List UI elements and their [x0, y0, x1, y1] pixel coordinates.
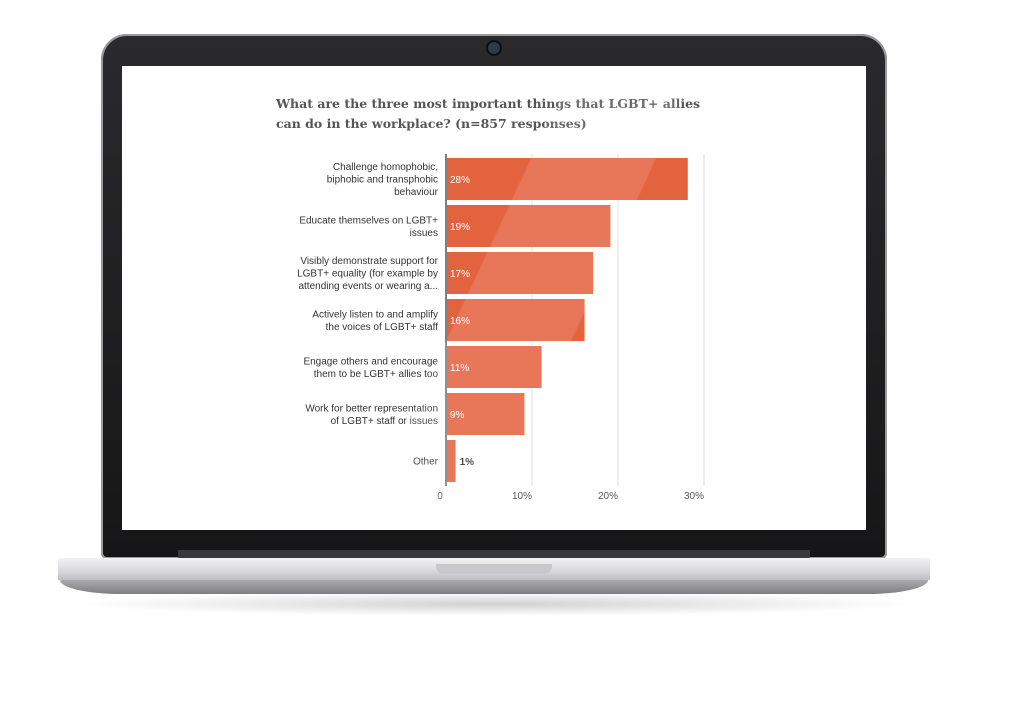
data-label: 28%: [450, 175, 470, 186]
category-label: behaviour: [394, 187, 439, 198]
category-label: Engage others and encourage: [303, 356, 438, 367]
data-label: 11%: [450, 363, 469, 374]
bar: [447, 252, 594, 294]
x-tick-label: 10%: [512, 491, 532, 502]
x-tick-label: 30%: [684, 491, 704, 502]
laptop-base-bottom: [60, 580, 928, 594]
category-label: of LGBT+ staff or issues: [331, 416, 438, 427]
bar: [447, 440, 456, 482]
bar: [447, 205, 611, 247]
category-label: Challenge homophobic,: [333, 162, 438, 173]
bar: [447, 299, 585, 341]
chart-title: What are the three most important things…: [276, 96, 701, 131]
category-label: Work for better representation: [305, 403, 438, 414]
webcam-icon: [488, 42, 500, 54]
laptop-keyboard-edge: [178, 550, 810, 560]
bar: [447, 393, 525, 435]
category-label: Other: [413, 457, 439, 468]
category-label: Educate themselves on LGBT+: [299, 215, 438, 226]
category-label: the voices of LGBT+ staff: [326, 322, 439, 333]
laptop-screen: What are the three most important things…: [122, 66, 866, 530]
data-label: 1%: [460, 457, 475, 468]
category-label: Visibly demonstrate support for: [300, 256, 438, 267]
category-label: Actively listen to and amplify: [312, 309, 438, 320]
data-label: 19%: [450, 222, 470, 233]
category-label: attending events or wearing a...: [298, 281, 438, 292]
laptop-lid-notch: [436, 564, 552, 574]
category-label: biphobic and transphobic: [327, 175, 438, 186]
x-tick-label: 0: [437, 491, 443, 502]
data-label: 9%: [450, 410, 465, 421]
category-label: issues: [410, 228, 438, 239]
laptop-shadow: [70, 592, 920, 616]
data-label: 16%: [450, 316, 470, 327]
data-label: 17%: [450, 269, 470, 280]
x-tick-label: 20%: [598, 491, 618, 502]
bar: [447, 158, 688, 200]
category-label: LGBT+ equality (for example by: [297, 269, 438, 280]
bar-chart: 28% Challenge homophobic, biphobic and tra…: [297, 154, 705, 502]
bar: [447, 346, 542, 388]
category-label: them to be LGBT+ allies too: [314, 369, 439, 380]
